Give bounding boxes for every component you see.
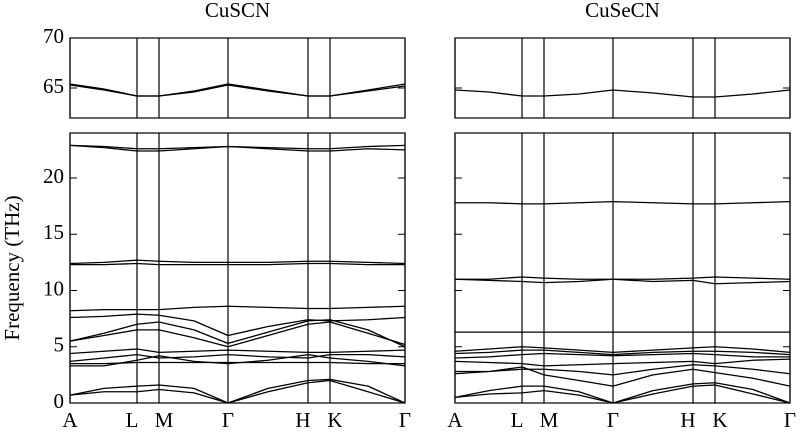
band-line [69,84,406,97]
band-line [69,321,406,348]
band-line [69,313,406,337]
band-line [69,353,406,363]
band-line [454,366,791,387]
band-line [69,379,406,404]
plot-frame [69,37,406,119]
y-tick-label: 15 [43,220,64,244]
band-line [454,349,791,356]
band-line [69,348,406,355]
chart-title: CuSeCN [585,0,660,22]
band-line [454,358,791,367]
x-tick-label: K [712,408,727,432]
x-tick-label: A [62,408,78,432]
x-tick-label: M [155,408,174,432]
band-line [454,278,791,285]
band-line [455,276,791,280]
band-line [455,200,791,205]
band-line [454,89,791,98]
x-tick-label: Γ [607,408,619,432]
x-tick-label: Γ [784,408,796,432]
band-line [70,262,405,266]
y-tick-label: 5 [54,333,65,357]
x-tick-label: Γ [222,408,234,432]
y-tick-label: 0 [54,389,65,413]
x-tick-label: H [680,408,695,432]
x-tick-label: A [447,408,463,432]
band-line [69,144,406,152]
x-tick-label: L [511,408,524,432]
x-tick-label: Γ [399,408,411,432]
band-line [70,361,405,365]
band-line [454,346,791,354]
band-line [69,305,406,312]
band-line [69,259,406,265]
y-tick-label: 20 [43,164,64,188]
band-line [454,352,790,359]
band-line [70,353,406,367]
chart-title: CuSCN [205,0,270,22]
x-tick-label: H [295,408,310,432]
plot-frame [454,37,791,119]
x-tick-label: M [540,408,559,432]
band-line [454,384,791,404]
x-tick-label: K [327,408,342,432]
band-line [69,319,406,348]
x-tick-label: L [126,408,139,432]
y-tick-label: 70 [43,24,64,48]
y-tick-label: 10 [43,276,64,300]
y-axis-label: Frequency (THz) [0,195,24,340]
y-tick-label: 65 [43,74,64,98]
band-line [455,364,791,376]
